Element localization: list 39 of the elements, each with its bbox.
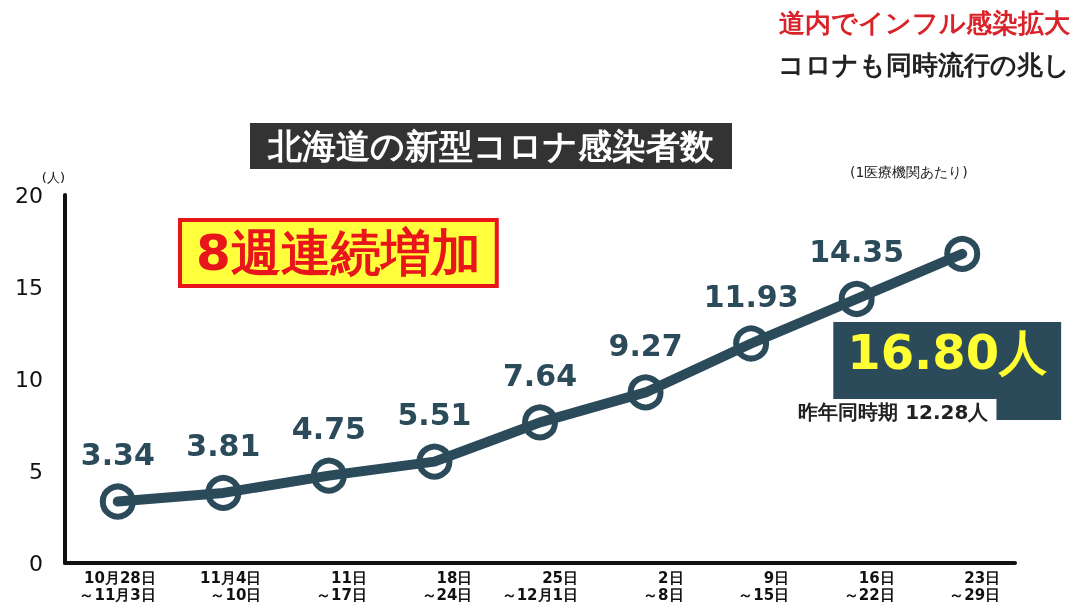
y-tick-label: 0 [29, 550, 43, 576]
x-tick-label: 11日～17日 [316, 568, 367, 604]
point [944, 235, 981, 272]
point [838, 280, 875, 317]
data-label: 7.64 [502, 357, 578, 393]
x-tick-label: 18日～24日 [421, 568, 473, 604]
point [416, 443, 453, 480]
data-label: 14.35 [809, 234, 905, 270]
text: コロナも同時流行の兆し [778, 50, 1070, 80]
chart-subtitle: (1医療機関あたり) [850, 164, 968, 180]
data-label: 3.81 [186, 428, 261, 464]
data-label: 11.93 [703, 278, 799, 314]
x-tick-label: 16日～22日 [843, 568, 895, 604]
y-tick-label: 15 [15, 274, 43, 300]
annotation: 8週連続増加 [196, 224, 481, 282]
point [733, 325, 770, 362]
annotation: 昨年同時期 12.28人 [798, 399, 990, 424]
x-tick-label: 23日～29日 [949, 568, 1001, 604]
chart-title: 北海道の新型コロナ感染者数 [267, 126, 715, 166]
point [627, 374, 664, 411]
data-label: 5.51 [397, 397, 472, 433]
point [205, 474, 242, 511]
data-label: 16.80人 [847, 323, 1048, 380]
y-tick-label: 20 [15, 182, 43, 208]
x-tick-label: 25日～12月1日 [501, 568, 578, 604]
y-tick-label: 10 [15, 366, 43, 392]
data-label: 9.27 [608, 327, 683, 363]
data-label: 4.75 [291, 411, 366, 447]
x-tick-label: 2日～8日 [643, 568, 684, 604]
point [522, 404, 558, 441]
data-label: 3.34 [80, 437, 155, 473]
point [99, 483, 136, 520]
point [310, 457, 347, 494]
text: 道内でインフル感染拡大 [779, 8, 1071, 38]
y-tick-label: 5 [29, 458, 43, 484]
x-tick-label: 11月4日～10日 [200, 568, 262, 604]
x-tick-label: 10月28日～11月3日 [79, 568, 156, 604]
x-tick-label: 9日～15日 [738, 568, 790, 604]
y-axis-title: (人) [41, 170, 65, 186]
